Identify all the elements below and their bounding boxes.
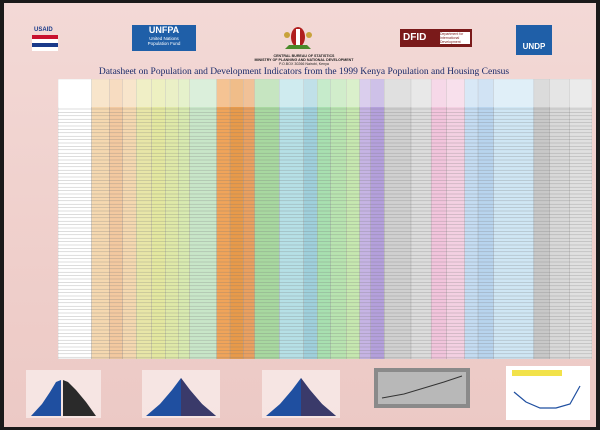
table-column [178,79,190,359]
table-column [189,79,217,359]
usaid-logo: USAID [34,27,53,33]
table-column [446,79,465,359]
line-chart [374,368,470,408]
dfid-logo: DFID Department for International Develop… [400,29,472,47]
datasheet-table [58,79,592,359]
table-column [229,79,244,359]
table-column [330,79,347,359]
address: P.O.BOX 30266 Nairobi, Kenya [279,62,329,66]
table-column [165,79,179,359]
table-column [384,79,412,359]
table-column [279,79,304,359]
unfpa-logo: UNFPA United Nations Population Fund [132,25,196,51]
agency-name: CENTRAL BUREAU OF STATISTICS [273,54,335,58]
undp-logo: UNDP [516,25,552,55]
table-column [533,79,550,359]
table-header [58,79,592,107]
table-column [317,79,331,359]
pyramid-chart [26,370,101,418]
table-column [254,79,280,359]
poster: USAID UNFPA United Nations Population Fun… [4,3,596,427]
poster-title: Datasheet on Population and Development … [98,67,510,77]
pyramid-chart [262,370,340,418]
bottom-charts [26,366,590,420]
table-column [464,79,479,359]
table-column [410,79,432,359]
coat-of-arms [284,27,312,49]
table-column [430,79,447,359]
table-column [136,79,152,359]
unfpa-subtitle: United Nations Population Fund [147,36,181,46]
table-column [58,79,92,359]
pyramid-chart [142,370,220,418]
dfid-subtitle: Department for International Development [440,32,470,44]
table-column [493,79,535,359]
table-column [109,79,123,359]
table-column [122,79,137,359]
table-column [477,79,494,359]
table-column [303,79,318,359]
ministry-name: MINISTRY OF PLANNING AND NATIONAL DEVELO… [254,58,354,62]
table-column [549,79,570,359]
table-column [569,79,592,359]
table-column [91,79,110,359]
table-column [243,79,255,359]
table-column [359,79,371,359]
usaid-flag [32,35,58,51]
table-column [346,79,360,359]
table-column [216,79,231,359]
table-column [370,79,385,359]
line-chart [506,366,590,420]
table-column [151,79,166,359]
